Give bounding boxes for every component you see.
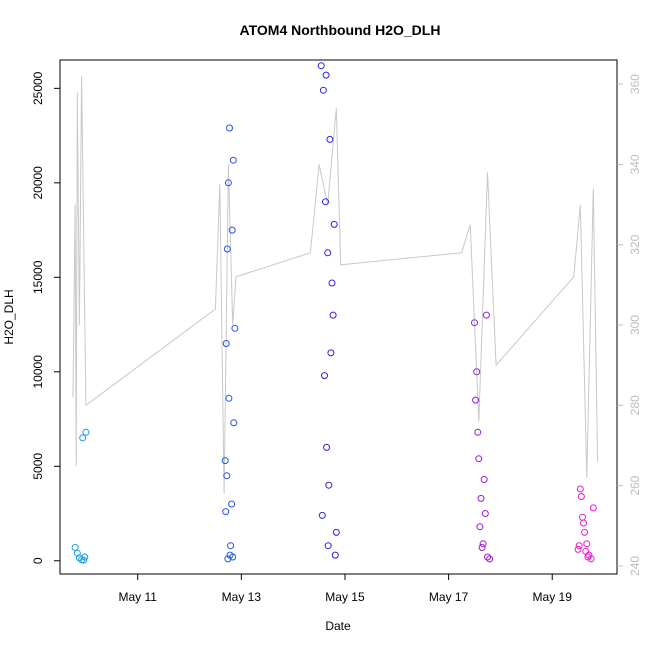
y-axis-left: 0 5000 10000 15000 20000 25000	[31, 71, 60, 564]
y-tick-label: 5000	[31, 453, 45, 480]
data-point	[318, 511, 326, 519]
data-point	[577, 493, 585, 500]
data-point	[79, 434, 87, 442]
data-point	[481, 510, 489, 517]
data-point	[228, 500, 236, 508]
data-point	[482, 311, 490, 319]
data-point	[576, 485, 584, 493]
data-point	[231, 324, 239, 332]
x-axis: May 11 May 13 May 15 May 17 May 19	[118, 574, 572, 604]
data-point	[589, 504, 597, 512]
data-point	[323, 443, 331, 451]
data-point	[332, 528, 340, 536]
data-point	[322, 71, 330, 79]
data-point	[581, 528, 589, 536]
data-point	[476, 523, 484, 531]
y-tick-label: 15000	[31, 260, 45, 294]
chart-title: ATOM4 Northbound H2O_DLH	[240, 22, 441, 38]
data-point	[224, 179, 232, 187]
data-point	[224, 555, 232, 563]
data-point	[327, 349, 335, 357]
data-point	[477, 494, 485, 502]
data-point	[227, 542, 235, 550]
y-tick-label: 10000	[31, 355, 45, 389]
x-tick-label: May 13	[222, 590, 262, 604]
data-point	[222, 508, 230, 516]
data-point	[473, 368, 481, 376]
x-tick-label: May 15	[325, 590, 365, 604]
data-point	[226, 551, 234, 559]
data-point	[319, 86, 327, 94]
data-point	[317, 62, 325, 70]
data-point	[486, 555, 494, 563]
data-point	[223, 245, 231, 253]
data-point	[71, 544, 79, 551]
data-point	[484, 553, 491, 561]
data-point	[225, 394, 233, 402]
data-point	[478, 544, 486, 551]
data-point	[324, 249, 332, 257]
plot-frame	[59, 59, 618, 575]
y-tick-label: 25000	[31, 71, 45, 105]
y-tick-label: 20000	[31, 166, 45, 200]
data-point	[326, 135, 334, 143]
data-point	[82, 428, 90, 436]
y-right-tick-label: 340	[628, 154, 642, 174]
data-point	[582, 547, 590, 555]
data-point	[322, 198, 329, 206]
y-right-tick-label: 240	[628, 556, 642, 576]
data-point	[230, 419, 238, 427]
data-point	[81, 553, 89, 561]
data-point	[328, 279, 336, 287]
data-point	[584, 553, 592, 561]
y-right-tick-label: 300	[628, 315, 642, 335]
data-point	[472, 396, 480, 404]
y-axis-right: 240 260 280 300 320 340 360	[617, 74, 642, 576]
y-right-tick-label: 320	[628, 234, 642, 254]
data-point	[223, 472, 231, 480]
x-tick-label: May 11	[118, 590, 157, 604]
y-tick-label: 0	[31, 557, 45, 564]
scatter-series	[71, 62, 597, 564]
data-point	[325, 481, 333, 489]
data-point	[583, 540, 591, 548]
secondary-line	[72, 76, 599, 494]
y-right-tick-label: 280	[628, 395, 642, 415]
data-point	[575, 542, 583, 550]
x-tick-label: May 17	[429, 590, 469, 604]
data-point	[228, 226, 236, 234]
x-axis-label: Date	[325, 619, 351, 633]
data-point	[221, 457, 229, 465]
data-point	[479, 540, 487, 548]
data-point	[329, 311, 337, 319]
data-point	[331, 551, 339, 559]
data-point	[324, 542, 332, 550]
data-point	[226, 124, 233, 132]
data-point	[321, 372, 328, 380]
data-point	[222, 340, 230, 347]
data-point	[475, 455, 483, 463]
data-point	[330, 220, 338, 228]
data-point	[80, 556, 88, 564]
data-point	[474, 428, 482, 436]
y-axis-label: H2O_DLH	[2, 289, 16, 344]
x-tick-label: May 19	[533, 590, 573, 604]
data-point	[574, 545, 582, 553]
secondary-series-line	[72, 76, 599, 494]
data-point	[579, 513, 586, 521]
data-point	[480, 476, 488, 483]
y-right-tick-label: 260	[628, 475, 642, 495]
data-point	[580, 519, 587, 527]
y-right-tick-label: 360	[628, 74, 642, 94]
data-point	[229, 156, 237, 164]
data-point	[471, 319, 478, 327]
